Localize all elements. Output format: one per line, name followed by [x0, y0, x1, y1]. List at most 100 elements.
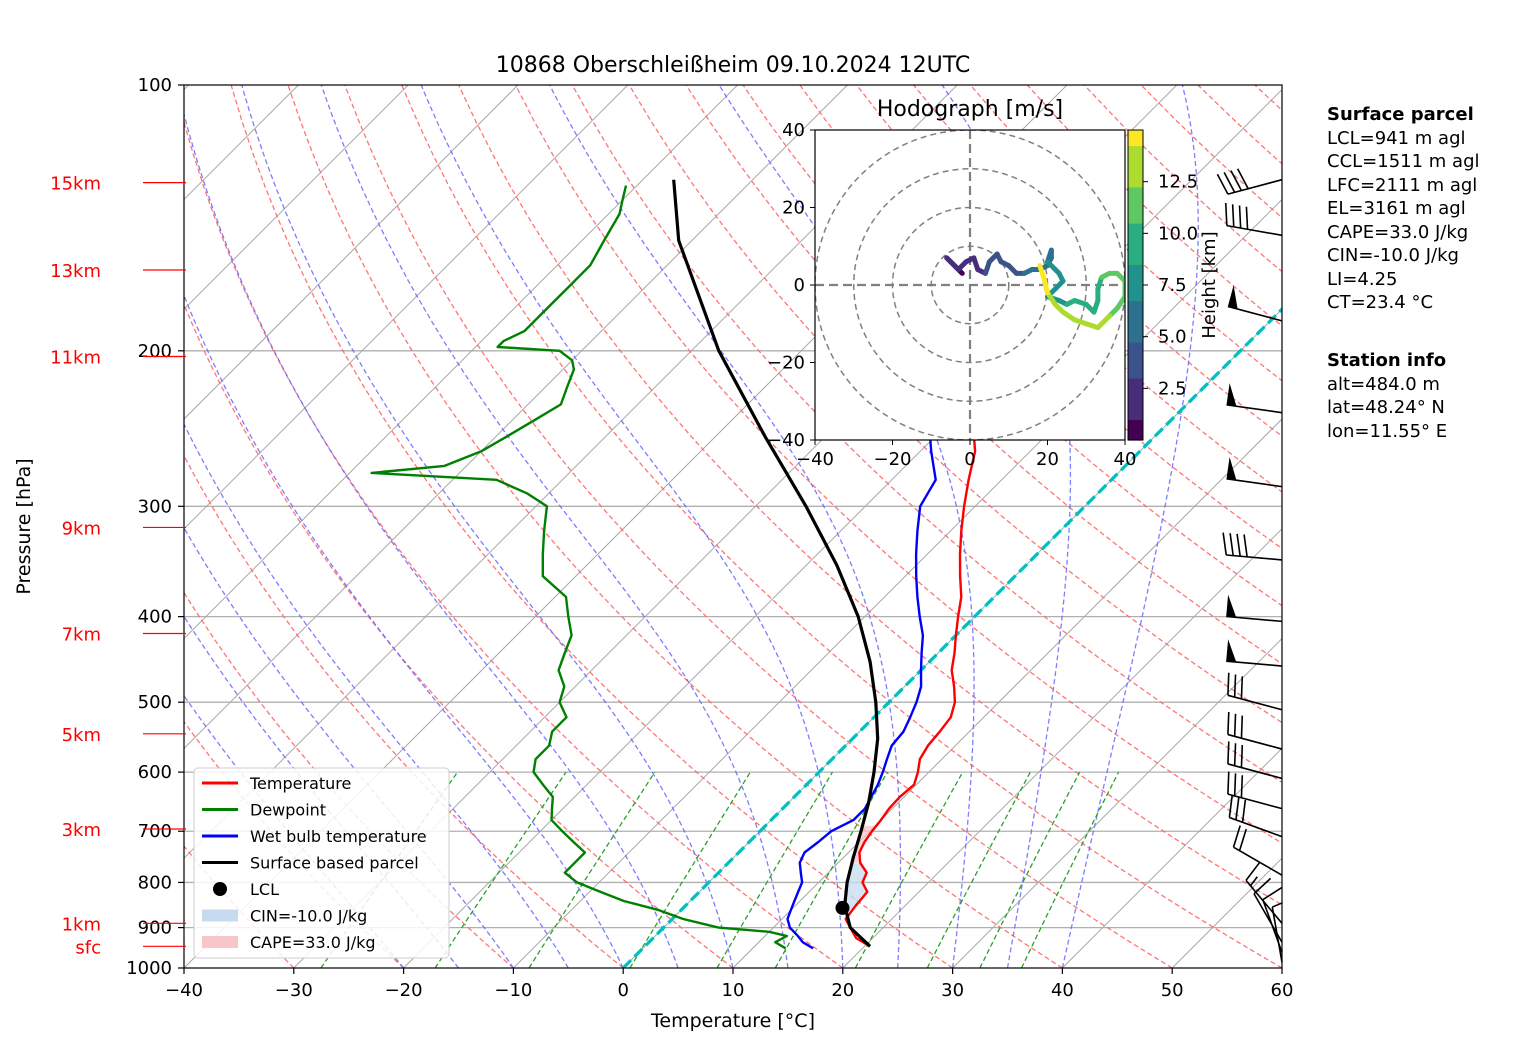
wind-barb [1271, 901, 1283, 963]
surface-line: EL=3161 m agl [1327, 198, 1466, 219]
mixing-ratio-line [528, 771, 656, 968]
surface-line: LI=4.25 [1327, 268, 1398, 290]
colorbar-cell [1128, 419, 1143, 426]
colorbar-cell [1128, 202, 1143, 209]
colorbar-cell [1128, 347, 1143, 353]
wind-barb [1226, 383, 1283, 414]
wind-barb [1226, 639, 1283, 667]
y-axis-label: Pressure [hPa] [13, 458, 35, 594]
legend-swatch [202, 936, 238, 948]
colorbar-cell [1128, 269, 1143, 276]
colorbar-cell [1128, 248, 1143, 255]
hodograph-x-tick-label: −40 [796, 449, 834, 470]
wind-barb [1253, 877, 1283, 943]
colorbar-cell [1128, 228, 1143, 234]
x-tick-label: −10 [494, 980, 532, 1001]
dry-adiabat [184, 302, 734, 968]
legend-label: Surface based parcel [250, 854, 419, 873]
colorbar-cell [1128, 207, 1143, 214]
colorbar-cell [1128, 243, 1143, 250]
colorbar-cell [1128, 352, 1143, 358]
dry-adiabat [230, 85, 953, 968]
x-tick-label: −40 [165, 980, 203, 1001]
surface-line: CIN=-10.0 J/kg [1327, 245, 1459, 266]
x-tick-label: −30 [275, 980, 313, 1001]
legend-label: Dewpoint [250, 801, 326, 820]
hodograph-y-tick-label: −20 [767, 353, 805, 374]
colorbar-cell [1128, 326, 1143, 333]
legend-label: Wet bulb temperature [250, 827, 427, 846]
isotherm-line [184, 85, 409, 310]
legend-swatch [213, 882, 227, 896]
mixing-ratio-line [854, 771, 964, 968]
mixing-ratio-line [926, 771, 1031, 968]
colorbar-cell [1128, 259, 1143, 265]
dry-adiabat [458, 85, 1282, 906]
colorbar-tick-label: 2.5 [1158, 378, 1187, 399]
colorbar-cell [1128, 367, 1143, 374]
y-tick-label: 100 [138, 75, 172, 96]
x-tick-label: 40 [1051, 980, 1074, 1001]
wind-barb [1227, 771, 1283, 810]
hodograph-segment [1095, 313, 1112, 331]
hodograph-x-tick-label: −20 [874, 449, 912, 470]
hodograph-segment [1041, 274, 1050, 296]
mixing-ratio-line [716, 771, 834, 968]
isotherm-line [952, 637, 1282, 968]
moist-adiabat [420, 85, 844, 968]
moist-adiabat [184, 111, 679, 968]
colorbar-cell [1128, 378, 1143, 384]
height-label: 13km [50, 261, 101, 282]
wind-barb [1216, 168, 1283, 195]
series-line [370, 185, 789, 950]
colorbar-cell [1128, 316, 1143, 322]
y-tick-label: 500 [138, 692, 172, 713]
isotherm-line [513, 198, 1282, 968]
colorbar-cell [1128, 150, 1143, 157]
colorbar-cell [1128, 264, 1143, 271]
colorbar-cell [1128, 336, 1143, 343]
colorbar-cell [1128, 176, 1143, 183]
cape-area [852, 825, 877, 863]
colorbar-cell [1128, 414, 1143, 420]
y-tick-label: 300 [138, 496, 172, 517]
colorbar-cell [1128, 145, 1143, 152]
height-label: 15km [50, 174, 101, 195]
legend: Temperature Dewpoint Wet bulb temperature S… [193, 767, 450, 959]
hodograph-x-tick-label: 20 [1036, 449, 1059, 470]
wind-barb [1222, 532, 1283, 561]
wind-barb [1224, 203, 1283, 237]
colorbar-cell [1128, 357, 1143, 364]
colorbar-cell [1128, 223, 1143, 229]
colorbar-cell [1128, 233, 1143, 240]
colorbar-cell [1128, 331, 1143, 338]
mixing-ratio-line [774, 771, 888, 968]
colorbar-cell [1128, 424, 1143, 431]
surface-parcel-heading: Surface parcel [1327, 104, 1474, 125]
surface-line: LCL=941 m agl [1327, 127, 1466, 149]
surface-line: CCL=1511 m agl [1327, 151, 1480, 172]
colorbar-cell [1128, 372, 1143, 379]
hodograph-y-tick-label: 20 [782, 198, 805, 219]
series-line [672, 179, 880, 948]
wind-barb [1232, 825, 1283, 876]
height-label: 3km [62, 820, 101, 841]
y-tick-label: 1000 [126, 958, 172, 979]
legend-label: CIN=-10.0 J/kg [250, 907, 367, 926]
colorbar-cell [1128, 295, 1143, 302]
colorbar-cell [1128, 393, 1143, 400]
colorbar-cell [1128, 341, 1143, 348]
colorbar-cell [1128, 305, 1143, 312]
station-info-panel: Station info alt=484.0 m lat=48.24° N lo… [1327, 349, 1447, 443]
height-label: sfc [75, 937, 101, 958]
cin-area [844, 863, 870, 947]
colorbar-cell [1128, 212, 1143, 219]
cape-cin-shading [844, 825, 877, 947]
x-tick-label: 20 [831, 980, 854, 1001]
chart-title: 10868 Oberschleißheim 09.10.2024 12UTC [496, 53, 971, 78]
x-tick-label: 0 [617, 980, 628, 1001]
wind-barb [1226, 457, 1283, 488]
height-label: 5km [62, 725, 101, 746]
